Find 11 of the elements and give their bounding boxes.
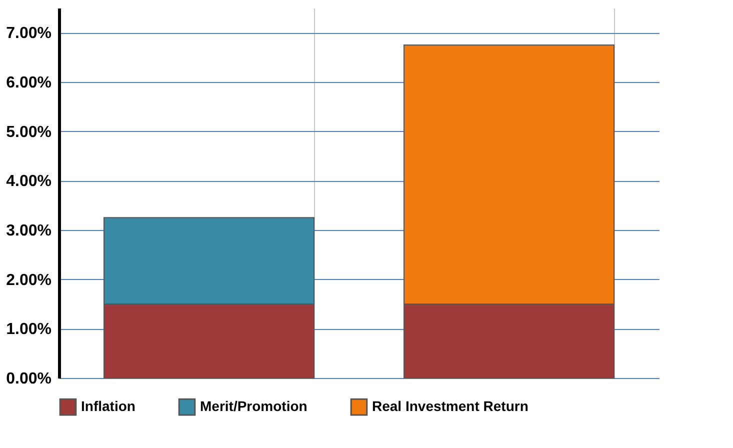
y-tick-label: 1.00% [6,321,52,338]
y-tick-label: 4.00% [6,173,52,190]
y-tick-label: 7.00% [6,25,52,42]
y-tick-label: 2.00% [6,272,52,289]
y-tick-label: 0.00% [6,370,52,388]
legend-label: Inflation [81,398,136,414]
legend-label: Merit/Promotion [200,398,308,414]
y-tick-label: 3.00% [6,222,52,240]
y-tick-label: 5.00% [6,124,52,141]
legend-label: Real Investment Return [372,398,528,414]
y-tick-label: 6.00% [6,74,52,92]
